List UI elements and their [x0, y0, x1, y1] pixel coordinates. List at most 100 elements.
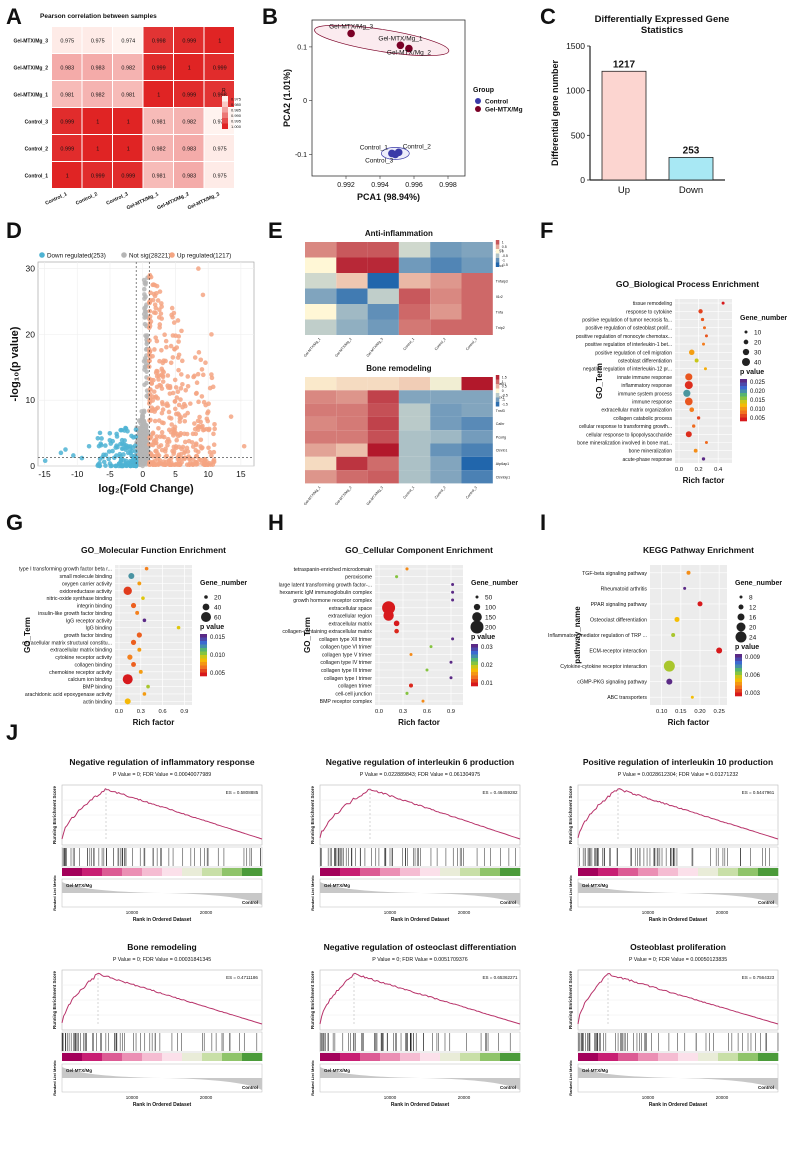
heatmap-cell [82, 135, 112, 161]
volcano-point [153, 406, 159, 412]
legend-swatch [222, 123, 228, 129]
enrichment-dot [666, 678, 673, 685]
rank-colorbar [738, 868, 759, 876]
rank-colorbar [242, 1053, 263, 1061]
volcano-point [97, 430, 103, 436]
col-label: Gel-MTX/Mg_1 [126, 191, 160, 211]
heatmap-cell [52, 108, 82, 134]
volcano-point [174, 395, 180, 400]
metric-area [578, 1067, 778, 1090]
volcano-point [163, 454, 168, 459]
size-legend-label: 40 [214, 605, 222, 612]
heatmap-cell [174, 81, 204, 107]
x-tick-label: 5 [173, 469, 178, 479]
volcano-point [157, 434, 163, 439]
heatmap-cell [461, 288, 493, 304]
left-group-label: Gel-MTX/Mg [66, 883, 92, 888]
color-legend-swatch [200, 669, 207, 673]
term-label: innate immune response [617, 375, 672, 381]
rank-colorbar [758, 1053, 779, 1061]
legend-tick: 1.000 [231, 124, 242, 129]
enrichment-dot [176, 625, 181, 630]
heatmap-cell [204, 135, 234, 161]
volcano-point [190, 457, 196, 462]
color-legend-swatch [471, 675, 478, 680]
rank-colorbar [480, 868, 501, 876]
legend-swatch [475, 106, 481, 112]
enrichment-dot [684, 397, 693, 406]
color-legend-label: 0.010 [750, 407, 766, 413]
heatmap-cell [305, 319, 337, 335]
volcano-point [132, 443, 138, 448]
size-legend-dot [470, 620, 484, 634]
x-axis-label: PCA1 (98.94%) [357, 192, 420, 202]
cell-value: 1 [96, 147, 99, 153]
cell-value: 0.999 [121, 174, 135, 180]
bar-value-label: 1217 [613, 59, 636, 70]
color-legend-label: 0.025 [750, 380, 766, 386]
gsea-title: Osteoblast proliferation [630, 942, 726, 952]
x-axis-label: Rank in Ordered Dataset [649, 917, 708, 923]
size-legend-dot [204, 595, 208, 599]
rank-colorbar [658, 1053, 679, 1061]
x-axis-label: Rank in Ordered Dataset [391, 1102, 450, 1108]
cell-value: 0.999 [213, 66, 227, 72]
color-legend-swatch [740, 393, 747, 397]
row-label: Control_3 [25, 120, 49, 126]
color-legend-swatch [735, 671, 742, 676]
row-label: Gel-MTX/Mg_2 [14, 66, 49, 72]
term-label: Cytokine-cytokine receptor interaction [560, 664, 647, 670]
volcano-point [167, 391, 173, 396]
volcano-point [211, 431, 216, 437]
chart-title: GO_Cellular Component Enrichment [345, 545, 493, 555]
color-legend-label: 0.03 [481, 645, 493, 651]
volcano-point [187, 462, 193, 467]
cell-value: 1 [157, 93, 160, 99]
term-label: tissue remodeling [633, 301, 672, 307]
panel-label-e: E [268, 218, 283, 243]
enrichment-dot [684, 381, 693, 390]
heatmap-cell [82, 54, 112, 80]
term-label: large latent transforming growth factor-… [279, 582, 372, 588]
legend-label: Not sig(28221) [129, 253, 170, 260]
volcano-point [147, 418, 152, 423]
volcano-point [147, 323, 153, 329]
legend-tick: 0.5 [502, 245, 507, 249]
y2-axis-label: Ranked List Metric [568, 1059, 573, 1095]
volcano-point [147, 358, 152, 364]
volcano-point [198, 437, 204, 443]
es-curve [319, 972, 521, 1025]
y2-axis-label: Ranked List Metric [568, 874, 573, 910]
legend-tick: 0.5 [502, 385, 507, 389]
y-tick-label: 1500 [566, 41, 585, 51]
row-label: Tnfaip3 [496, 279, 508, 283]
rank-colorbar [102, 868, 123, 876]
size-legend-dot [742, 348, 750, 356]
color-legend-swatch [200, 662, 207, 666]
volcano-point [153, 437, 159, 442]
x-tick-label: 20000 [200, 1095, 213, 1100]
term-label: BMP receptor complex [320, 699, 373, 705]
volcano-point [150, 442, 156, 448]
color-legend-swatch [735, 689, 742, 693]
volcano-point [192, 355, 198, 360]
cell-value: 0.975 [91, 39, 105, 45]
enrichment-dot [405, 691, 409, 695]
term-label: growth factor binding [64, 633, 112, 639]
volcano-point [193, 431, 199, 437]
volcano-point [156, 444, 162, 450]
gsea-title: Bone remodeling [127, 942, 196, 952]
volcano-point [193, 391, 199, 396]
bar [601, 70, 647, 181]
volcano-point [198, 357, 204, 363]
volcano-point [180, 381, 185, 387]
volcano-point [176, 462, 182, 467]
volcano-point [159, 316, 164, 321]
y-axis-label: Running Enrichment Score [568, 786, 573, 845]
heatmap-cell [82, 108, 112, 134]
panel-label-j: J [6, 720, 18, 745]
y-tick-label: 20 [26, 329, 36, 339]
enrichment-dot [421, 699, 425, 703]
volcano-point [155, 298, 161, 303]
